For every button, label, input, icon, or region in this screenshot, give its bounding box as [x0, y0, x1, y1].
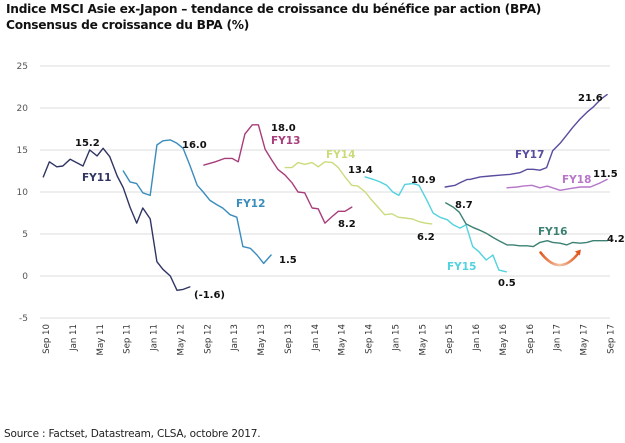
x-tick-label: Jan 11 — [150, 324, 160, 352]
label-fy14-end: 6.2 — [417, 232, 435, 243]
x-tick-label: Sep 12 — [203, 324, 213, 354]
series-label-fy12: FY12 — [236, 198, 265, 210]
series-label-fy17: FY17 — [515, 149, 544, 161]
x-tick-label: Jan 16 — [472, 324, 482, 352]
y-tick-label: -5 — [19, 314, 28, 324]
label-fy12-end: 1.5 — [279, 255, 297, 266]
series-label-fy14: FY14 — [326, 149, 355, 161]
label-fy15-peak: 10.9 — [411, 175, 436, 186]
label-fy11-end: (-1.6) — [194, 290, 225, 301]
label-fy16-end: 4.2 — [607, 234, 625, 245]
chart-title: Indice MSCI Asie ex-Japon – tendance de … — [6, 2, 542, 16]
x-tick-label: Jan 17 — [553, 324, 563, 352]
series-line-fy12 — [122, 139, 272, 265]
x-tick-label: May 13 — [257, 324, 267, 355]
label-fy13-end: 8.2 — [338, 219, 356, 230]
x-tick-label: Sep 15 — [445, 324, 455, 354]
x-tick-label: May 15 — [418, 324, 428, 355]
label-fy15-end: 0.5 — [498, 278, 516, 289]
series-label-fy18: FY18 — [562, 174, 591, 186]
x-tick-label: Jan 14 — [311, 324, 321, 352]
y-tick-label: 20 — [17, 104, 29, 114]
x-tick-label: Sep 11 — [123, 324, 133, 354]
x-tick-label: May 11 — [96, 324, 106, 355]
y-tick-label: 0 — [22, 272, 28, 282]
x-tick-label: Sep 16 — [526, 324, 536, 354]
x-tick-label: Sep 13 — [284, 324, 294, 354]
series-lines — [42, 93, 608, 291]
series-line-fy16 — [445, 202, 608, 248]
x-tick-label: Sep 17 — [606, 324, 616, 354]
label-fy13-peak: 18.0 — [271, 123, 296, 134]
line-chart: -5 0 5 10 15 20 25 Sep 10 Jan 11 May 11 Sep 11 Jan… — [17, 62, 625, 355]
y-axis-ticks: -5 0 5 10 15 20 25 — [17, 62, 29, 324]
x-tick-label: Sep 14 — [365, 324, 375, 354]
y-tick-label: 15 — [17, 146, 28, 156]
series-label-fy16: FY16 — [538, 226, 567, 238]
label-fy11-peak: 15.2 — [75, 138, 100, 149]
label-fy17-end: 21.6 — [578, 93, 603, 104]
label-fy18-end: 11.5 — [593, 169, 618, 180]
x-tick-label: May 12 — [176, 324, 186, 355]
y-tick-label: 10 — [17, 188, 29, 198]
series-line-fy18 — [506, 178, 608, 192]
series-line-fy14 — [284, 161, 433, 225]
x-tick-label: May 17 — [580, 324, 590, 355]
x-tick-label: May 14 — [338, 324, 348, 355]
series-label-fy11: FY11 — [82, 172, 111, 184]
x-tick-label: Jan 15 — [391, 324, 401, 352]
gridlines — [40, 65, 610, 319]
series-label-fy13: FY13 — [271, 135, 300, 147]
series-line-fy11 — [42, 147, 191, 291]
source-note: Source : Factset, Datastream, CLSA, octo… — [4, 428, 261, 440]
x-tick-label: Jan 11 — [69, 324, 79, 352]
label-fy12-peak: 16.0 — [182, 140, 207, 151]
series-line-fy15 — [364, 176, 507, 273]
annotations — [539, 249, 581, 267]
x-tick-label: Sep 10 — [42, 324, 52, 354]
x-axis-ticks: Sep 10 Jan 11 May 11 Sep 11 Jan 11 May 12 Sep … — [42, 324, 616, 355]
series-label-fy15: FY15 — [447, 261, 476, 273]
x-tick-label: Jan 13 — [230, 324, 240, 352]
y-tick-label: 5 — [22, 230, 28, 240]
arrowhead-icon — [574, 249, 581, 256]
series-line-fy13 — [203, 124, 353, 224]
series-line-fy17 — [444, 93, 608, 188]
label-fy16-start: 8.7 — [455, 200, 473, 211]
rebound-arrow — [539, 251, 581, 267]
chart-subtitle: Consensus de croissance du BPA (%) — [6, 18, 250, 32]
y-tick-label: 25 — [17, 62, 28, 72]
data-labels: 15.2 FY11 (-1.6) 16.0 FY12 1.5 18.0 FY13… — [75, 93, 625, 301]
label-fy14-peak: 13.4 — [348, 165, 373, 176]
x-tick-label: May 16 — [499, 324, 509, 355]
